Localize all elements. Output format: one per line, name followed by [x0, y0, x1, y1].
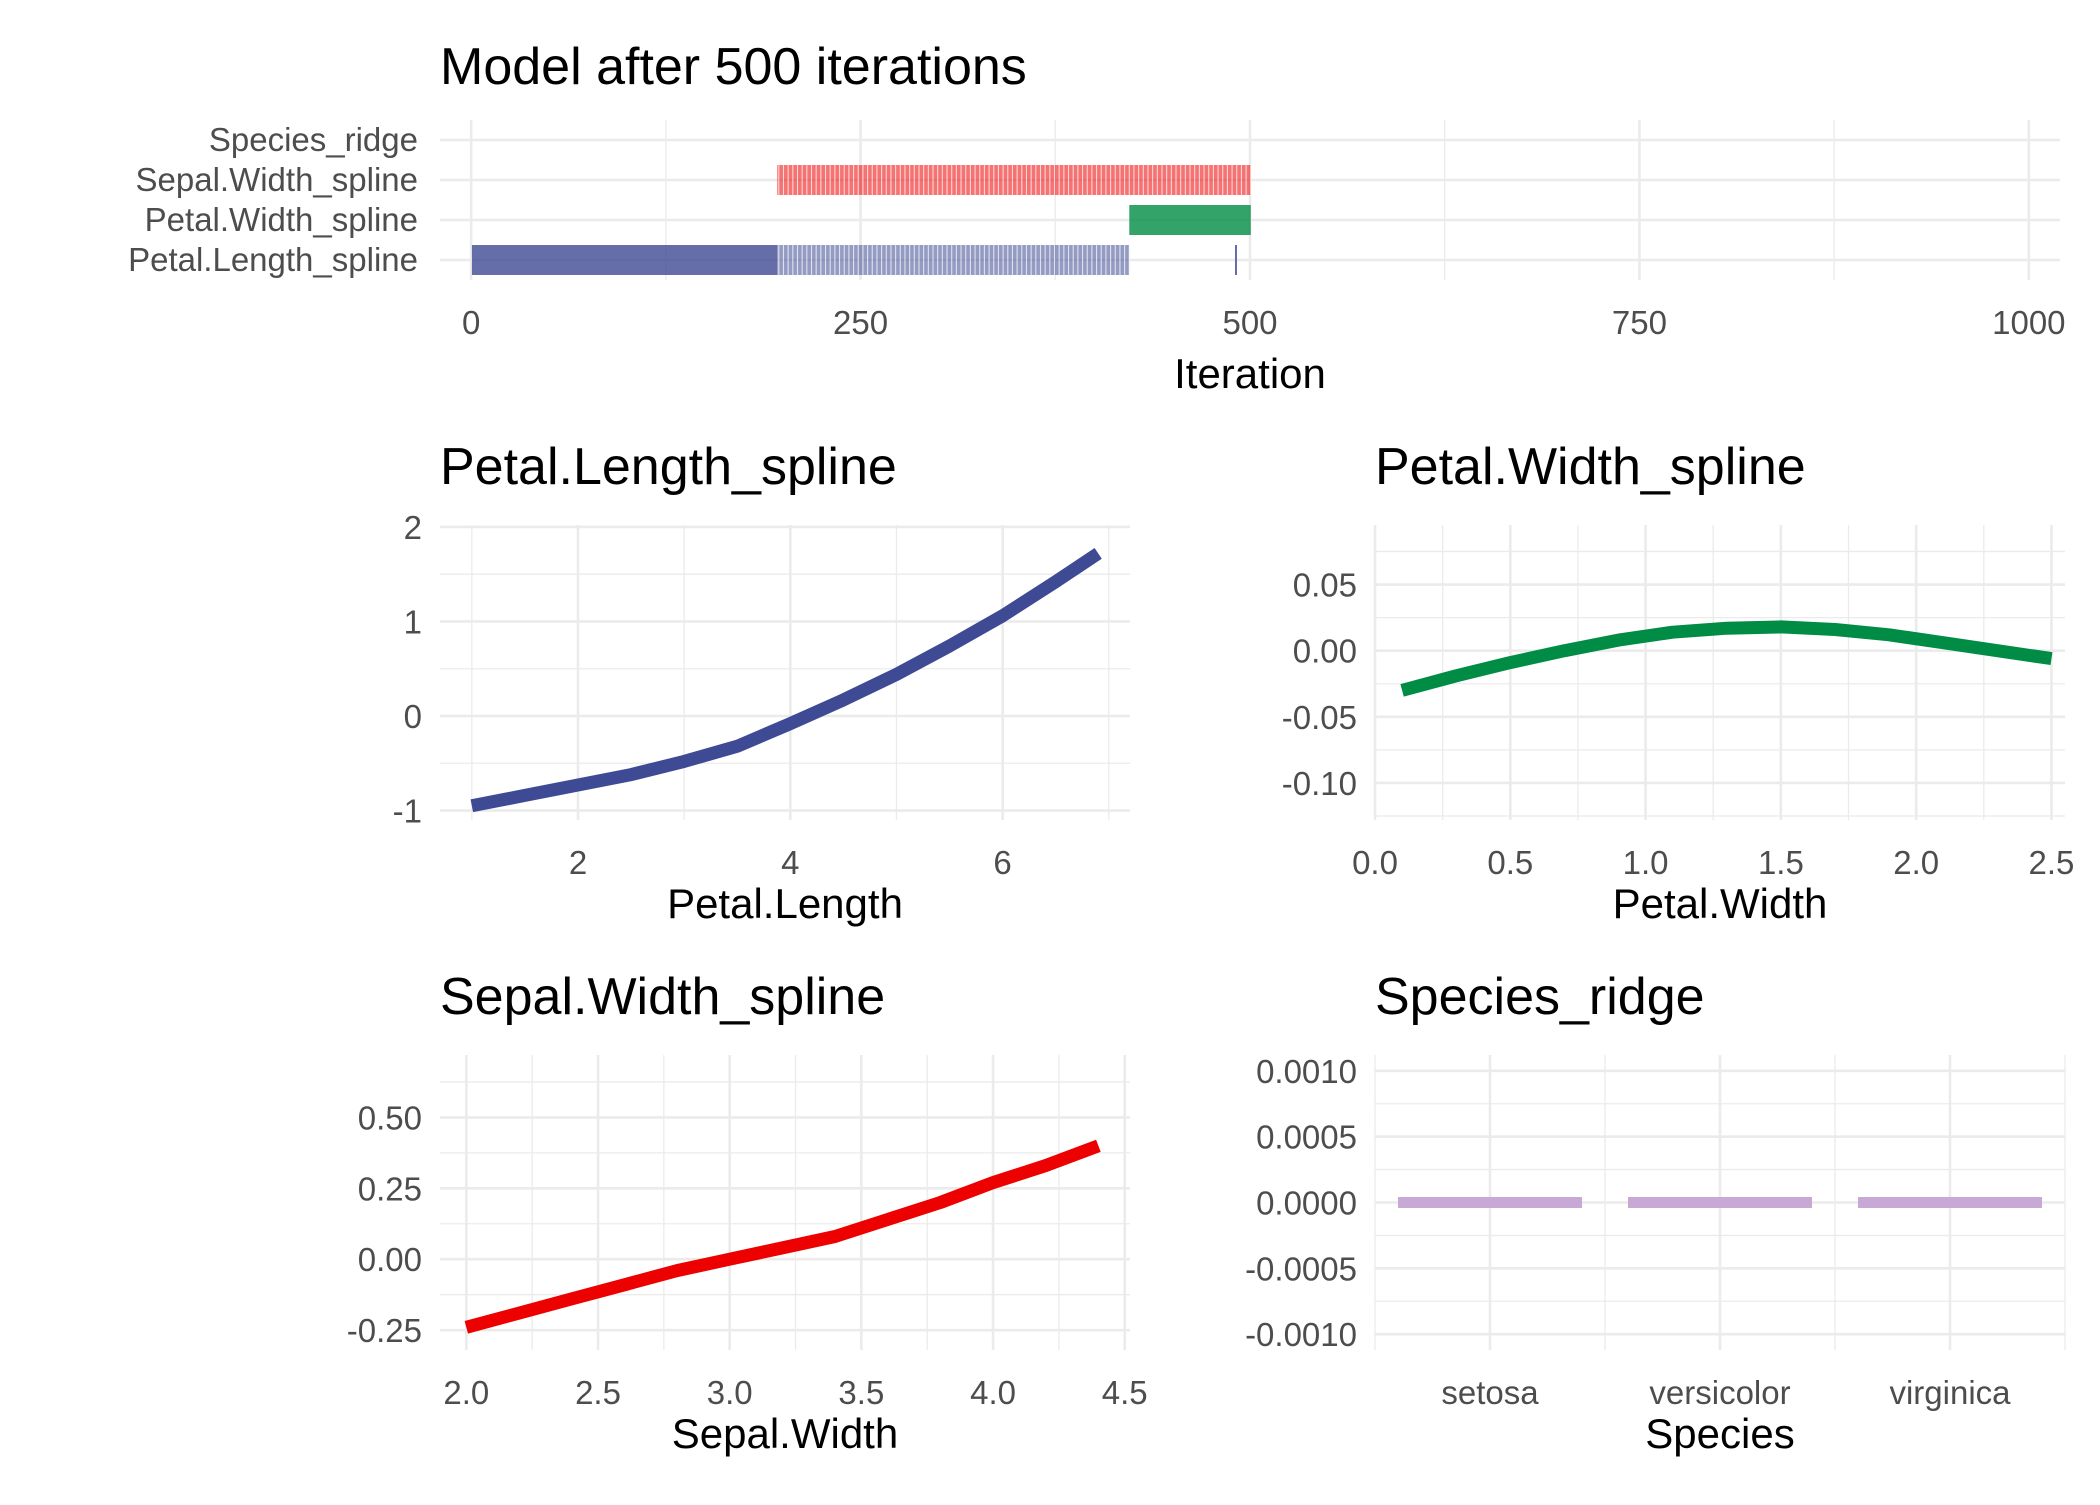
sepal-width-title: Sepal.Width_spline — [440, 968, 885, 1026]
sepal-width-spline-x-tick-label: 4.0 — [970, 1374, 1016, 1411]
species-x-label: Species — [1645, 1410, 1794, 1457]
trace-strip-petal-length-spline — [471, 245, 778, 275]
species-y-tick-label: 0.0005 — [1256, 1119, 1357, 1156]
petal-width-spline-y-tick-label: -0.10 — [1282, 765, 1357, 802]
trace-x-tick-label: 1000 — [1992, 304, 2065, 341]
petal-length-spline-effect-line — [470, 547, 1102, 813]
species-y-tick-label: 0.0010 — [1256, 1053, 1357, 1090]
trace-row-label-species-ridge: Species_ridge — [209, 121, 418, 158]
petal-length-spline-y-tick-label: -1 — [393, 793, 422, 830]
sepal-width-x-label: Sepal.Width — [672, 1410, 898, 1457]
sepal-width-spline-y-tick-label: 0.00 — [358, 1241, 422, 1278]
species-x-tick-label-virginica: virginica — [1889, 1374, 2011, 1411]
petal-width-spline-x-tick-label: 2.0 — [1893, 844, 1939, 881]
petal-width-spline-x-tick-label: 1.0 — [1623, 844, 1669, 881]
species-panel: -0.0010 -0.0005 0.0000 0.0005 0.0010 setosa ve… — [1245, 1053, 2066, 1411]
sepal-width-spline-y-tick-label: -0.25 — [347, 1312, 422, 1349]
trace-x-tick-label: 250 — [833, 304, 888, 341]
trace-row-label-sepal-width-spline: Sepal.Width_spline — [136, 161, 419, 198]
petal-length-x-label: Petal.Length — [667, 880, 903, 927]
species-y-tick-label: 0.0000 — [1256, 1185, 1357, 1222]
trace-strip-sepal-width-spline — [777, 165, 1251, 195]
species-x-tick-label-setosa: setosa — [1441, 1374, 1539, 1411]
species-y-tick-label: -0.0005 — [1245, 1250, 1357, 1287]
petal-width-spline-y-tick-label: 0.00 — [1293, 633, 1357, 670]
trace-title: Model after 500 iterations — [440, 38, 1027, 96]
trace-row-label-petal-length-spline: Petal.Length_spline — [128, 241, 418, 278]
petal-width-spline-x-tick-label: 1.5 — [1758, 844, 1804, 881]
sepal-width-spline-x-tick-label: 3.5 — [838, 1374, 884, 1411]
sepal-width-spline-x-tick-label: 2.5 — [575, 1374, 621, 1411]
trace-x-tick-label: 0 — [462, 304, 480, 341]
petal-width-spline-x-tick-label: 0.0 — [1352, 844, 1398, 881]
trace-x-label: Iteration — [1174, 350, 1326, 397]
trace-strip-petal-width-spline — [1129, 205, 1251, 235]
sepal-width-spline-x-tick-label: 2.0 — [443, 1374, 489, 1411]
petal-length-spline-x-tick-label: 6 — [993, 844, 1011, 881]
trace-x-tick-label: 750 — [1612, 304, 1667, 341]
petal-length-title: Petal.Length_spline — [440, 438, 897, 496]
petal-length-spline-x-tick-label: 4 — [781, 844, 799, 881]
petal-width-x-label: Petal.Width — [1613, 880, 1828, 927]
petal-width-spline-x-tick-label: 0.5 — [1487, 844, 1533, 881]
trace-panel: 0 250 500 750 1000 Species_ridgeSepal.Width_s… — [128, 120, 2066, 341]
petal-width-spline-y-tick-label: -0.05 — [1282, 699, 1357, 736]
sepal-width-spline-y-tick-label: 0.50 — [358, 1099, 422, 1136]
petal-length-spline-y-tick-label: 2 — [404, 509, 422, 546]
species-y-tick-label: -0.0010 — [1245, 1316, 1357, 1353]
sepal-width-spline-x-tick-label: 3.0 — [707, 1374, 753, 1411]
trace-row-label-petal-width-spline: Petal.Width_spline — [145, 201, 418, 238]
petal-length-spline-x-tick-label: 2 — [569, 844, 587, 881]
petal-length-spline-y-tick-label: 0 — [404, 698, 422, 735]
sepal-width-spline-effect-line — [464, 1139, 1101, 1334]
petal-width-title: Petal.Width_spline — [1375, 438, 1806, 496]
trace-strip-petal-length-spline — [777, 245, 1130, 275]
sepal-width-spline-y-tick-label: 0.25 — [358, 1170, 422, 1207]
petal-width-spline-effect-line — [1400, 620, 2053, 697]
petal-length-panel: 2 4 6 -1 0 1 2 — [393, 509, 1130, 881]
species-x-tick-label-versicolor: versicolor — [1649, 1374, 1790, 1411]
sepal-width-spline-x-tick-label: 4.5 — [1102, 1374, 1148, 1411]
petal-length-spline-y-tick-label: 1 — [404, 603, 422, 640]
species-title: Species_ridge — [1375, 968, 1705, 1026]
petal-width-panel: 0.0 0.5 1.0 1.5 2.0 2.5 -0.10 -0.05 0.00 0.05 — [1282, 525, 2075, 881]
petal-width-spline-x-tick-label: 2.5 — [2029, 844, 2075, 881]
sepal-width-panel: 2.0 2.5 3.0 3.5 4.0 4.5 -0.25 0.00 0.25 0.50 — [347, 1055, 1148, 1411]
trace-x-tick-label: 500 — [1222, 304, 1277, 341]
petal-width-spline-y-tick-label: 0.05 — [1293, 567, 1357, 604]
